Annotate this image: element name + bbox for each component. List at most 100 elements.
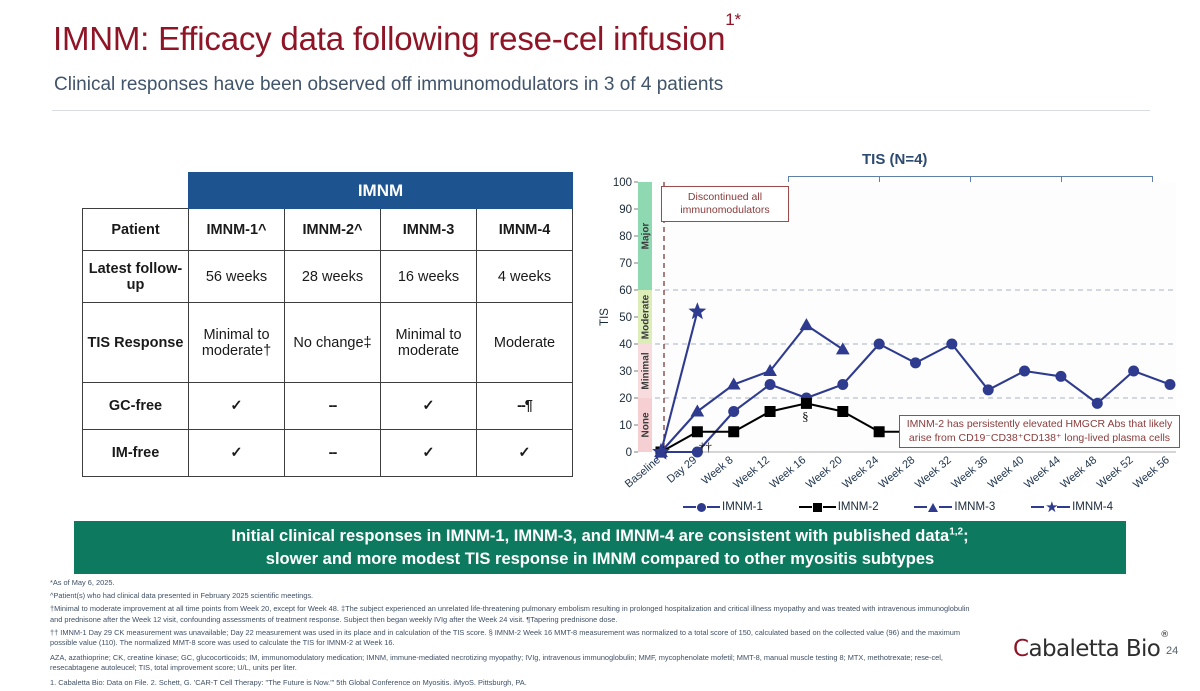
footnote-double-dagger-group: †† IMNM-1 Day 29 CK measurement was unav… (50, 627, 961, 648)
legend-line-segment (798, 506, 812, 508)
data-point-circle (910, 357, 921, 369)
row-label-patient: Patient (82, 208, 189, 251)
chart-annotation-symbol: § (802, 408, 809, 423)
cell-im-free-imnm-1: ✓ (188, 429, 285, 477)
cell-tis-imnm-3: Minimal to moderate (380, 302, 477, 383)
banner-line-1-superscript: 1,2 (949, 526, 964, 538)
x-axis-tick-label: Week 16 (768, 454, 809, 491)
legend-item-imnm-3[interactable]: IMNM-3 (914, 501, 995, 513)
tis-over-time-chart: None Minimal Moderate Major 0 10 20 30 40 50 60 70 8… (596, 176, 1182, 516)
legend-line-segment (1031, 506, 1045, 508)
legend-line-segment (914, 506, 928, 508)
data-point-circle (1019, 365, 1031, 377)
severity-band-label-none: None (641, 412, 652, 437)
chart-plot-background (655, 182, 1176, 452)
x-axis-tick-label: Week 28 (877, 454, 918, 491)
data-point-square (764, 406, 776, 417)
row-label-im-free: IM-free (82, 429, 189, 477)
data-point-triangle (835, 342, 850, 355)
cell-gc-free-imnm-3: ✓ (380, 382, 477, 430)
x-axis-tick-label: Week 20 (804, 454, 845, 491)
cell-follow-up-imnm-1: 56 weeks (188, 250, 285, 303)
cell-gc-free-imnm-1: ✓ (188, 382, 285, 430)
y-axis-tick-label: 50 (619, 312, 632, 324)
data-point-square (691, 426, 703, 438)
cell-follow-up-imnm-2: 28 weeks (284, 250, 381, 303)
x-axis-tick-label: Week 12 (731, 454, 772, 491)
legend-item-imnm-2[interactable]: IMNM-2 (798, 501, 879, 513)
data-point-circle (764, 379, 776, 390)
cell-follow-up-imnm-4: 4 weeks (476, 250, 573, 303)
legend-label: IMNM-1 (722, 501, 763, 513)
footnote-abbreviations: AZA, azathioprine; CK, creatine kinase; … (50, 652, 943, 673)
x-axis-tick-label: Week 40 (986, 454, 1027, 491)
data-point-triangle (763, 363, 777, 376)
data-point-circle (946, 338, 958, 350)
x-axis-tick-label: Week 48 (1058, 454, 1099, 491)
y-axis-tick-label: 70 (619, 258, 632, 270)
col-header-imnm-3: IMNM-3 (380, 208, 477, 251)
series-line (660, 402, 916, 453)
empty-corner-cell (83, 173, 189, 209)
data-point-square (837, 406, 849, 417)
cell-tis-imnm-4: Moderate (476, 302, 573, 383)
data-point-star (688, 302, 707, 320)
data-point-circle (873, 338, 885, 350)
banner-line-1-text: Initial clinical responses in IMNM-1, IM… (231, 527, 950, 546)
severity-band-moderate (638, 290, 652, 344)
logo-initial: C (1013, 636, 1029, 662)
chart-canvas: None Minimal Moderate Major 0 10 20 30 40 50 60 70 8… (599, 177, 1176, 491)
page-subtitle: Clinical responses have been observed of… (54, 74, 724, 95)
legend-line-segment (822, 506, 836, 508)
y-axis-tick-label: 30 (619, 366, 632, 378)
banner-line-1: Initial clinical responses in IMNM-1, IM… (231, 525, 968, 547)
legend-line-segment (707, 506, 720, 508)
legend-item-imnm-1[interactable]: IMNM-1 (683, 501, 763, 513)
legend-marker-star: ★ (1045, 498, 1059, 516)
cell-im-free-imnm-4: ✓ (476, 429, 573, 477)
y-axis-tick-label: 40 (619, 339, 632, 351)
page-title: IMNM: Efficacy data following rese-cel i… (53, 10, 741, 58)
legend-line-segment (683, 506, 696, 508)
chart-legend: IMNM-1 IMNM-2 IMNM-3 ★ IMNM-4 (683, 498, 1113, 516)
col-header-imnm-1: IMNM-1^ (188, 208, 285, 251)
table-row-latest-follow-up: Latest follow-up 56 weeks 28 weeks 16 we… (82, 250, 573, 303)
legend-marker-circle (697, 502, 706, 512)
x-axis-tick-label: Week 52 (1095, 454, 1136, 491)
chart-annotation-symbol: †† (699, 439, 713, 454)
x-axis-tick-label: Week 36 (949, 454, 990, 491)
legend-line-segment (939, 506, 953, 508)
legend-marker-square (812, 502, 822, 512)
cell-im-free-imnm-2: -- (284, 429, 381, 477)
y-axis-tick-label: 80 (619, 231, 632, 243)
severity-band-major (638, 182, 652, 290)
page-number: 24 (1166, 645, 1179, 657)
table-row-im-free: IM-free ✓ -- ✓ ✓ (82, 429, 573, 477)
imnm-summary-table: IMNM Patient IMNM-1^ IMNM-2^ IMNM-3 IMNM… (82, 172, 573, 477)
severity-band-label-major: Major (641, 223, 652, 250)
page-title-text: IMNM: Efficacy data following rese-cel i… (53, 20, 726, 57)
data-point-circle (1128, 365, 1140, 377)
x-axis-tick-label: Week 24 (840, 454, 881, 491)
data-point-square (873, 426, 885, 438)
footnotes-block: *As of May 6, 2025. ^Patient(s) who had … (50, 578, 980, 691)
row-label-latest-follow-up: Latest follow-up (82, 250, 189, 303)
legend-label: IMNM-3 (954, 501, 996, 513)
callout-discontinued-immunomodulators: Discontinued all immunomodulators (661, 186, 789, 222)
page-title-superscript: 1* (725, 10, 741, 30)
data-point-square (728, 426, 740, 438)
y-axis-tick-label: 60 (619, 285, 632, 297)
legend-item-imnm-4[interactable]: ★ IMNM-4 (1031, 498, 1113, 516)
logo-name: abaletta Bio (1028, 636, 1161, 662)
data-point-triangle (799, 318, 814, 331)
callout-hmgcr-antibodies: IMNM-2 has persistently elevated HMGCR A… (899, 415, 1180, 448)
legend-label: IMNM-4 (1072, 501, 1113, 513)
x-axis-tick-label: Baseline (623, 454, 663, 490)
data-point-circle (837, 379, 849, 390)
severity-band-none (638, 398, 652, 452)
series-imnm-3 (654, 318, 850, 457)
data-point-circle (1164, 379, 1176, 390)
col-header-imnm-2: IMNM-2^ (284, 208, 381, 251)
data-point-circle (1055, 370, 1067, 382)
footnote-references: 1. Cabaletta Bio: Data on File. 2. Schet… (50, 677, 527, 687)
